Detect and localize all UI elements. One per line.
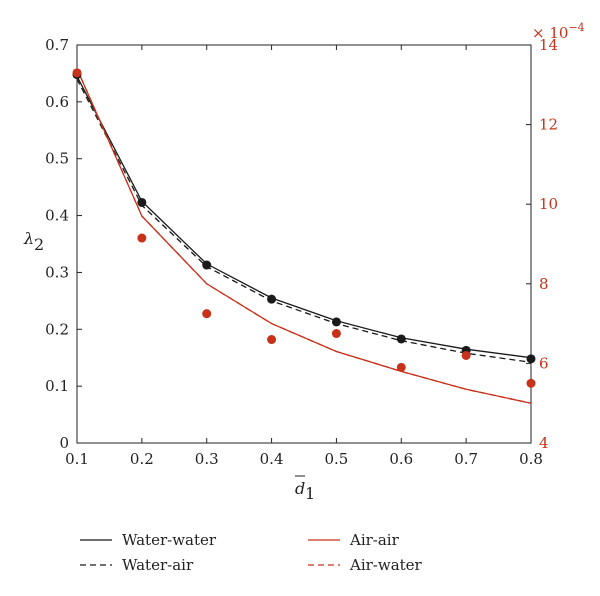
x-axis-label: d 1 bbox=[295, 475, 315, 503]
right-axis-ticks: 4 6 8 10 12 14 bbox=[526, 36, 558, 452]
left-tick-label: 0.6 bbox=[45, 93, 69, 111]
marker-point bbox=[202, 309, 212, 319]
marker-point bbox=[72, 68, 82, 78]
left-tick-label: 0.7 bbox=[45, 36, 69, 54]
x-axis-label-main: d bbox=[295, 479, 305, 498]
series-line-air-water bbox=[76, 68, 532, 404]
x-tick-label: 0.8 bbox=[519, 450, 543, 468]
x-tick-label: 0.4 bbox=[260, 450, 284, 468]
marker-point bbox=[396, 334, 406, 344]
legend-entry: Water-water bbox=[80, 531, 217, 549]
left-tick-label: 0.3 bbox=[45, 263, 69, 281]
right-tick-label: 8 bbox=[539, 275, 549, 293]
legend-entry: Air-air bbox=[308, 531, 400, 549]
series-line-water-water bbox=[76, 76, 532, 359]
legend-label: Air-water bbox=[349, 556, 423, 574]
x-tick-label: 0.7 bbox=[454, 450, 478, 468]
legend-entry: Water-air bbox=[80, 556, 194, 574]
left-tick-label: 0.1 bbox=[45, 377, 69, 395]
left-tick-label: 0.5 bbox=[45, 150, 69, 168]
marker-point bbox=[396, 362, 406, 372]
y-axis-label-sub: 2 bbox=[34, 235, 44, 254]
right-tick-label: 6 bbox=[539, 354, 549, 372]
y-axis-label-main: λ bbox=[23, 229, 34, 248]
left-axis-ticks: 0 0.1 0.2 0.3 0.4 0.5 0.6 0.7 bbox=[45, 36, 82, 452]
legend-label: Air-air bbox=[349, 531, 400, 549]
x-axis-ticks: 0.1 0.2 0.3 0.4 0.5 0.6 0.7 0.8 bbox=[65, 45, 543, 468]
x-tick-label: 0.6 bbox=[389, 450, 413, 468]
x-tick-label: 0.3 bbox=[195, 450, 219, 468]
marker-point bbox=[137, 233, 147, 243]
marker-point bbox=[526, 378, 536, 388]
right-tick-label: 12 bbox=[539, 116, 558, 134]
multiplier-base: × 10 bbox=[532, 24, 568, 42]
legend-label: Water-water bbox=[122, 531, 217, 549]
marker-point bbox=[202, 260, 212, 270]
left-tick-label: 0 bbox=[59, 434, 69, 452]
legend-entry: Air-water bbox=[308, 556, 423, 574]
marker-point bbox=[526, 354, 536, 364]
left-tick-label: 0.2 bbox=[45, 320, 69, 338]
x-tick-label: 0.5 bbox=[324, 450, 348, 468]
legend-label: Water-air bbox=[122, 556, 194, 574]
y-axis-label: λ 2 bbox=[23, 229, 44, 254]
marker-point bbox=[267, 294, 277, 304]
left-tick-label: 0.4 bbox=[45, 207, 69, 225]
legend: Water-water Water-air Air-air Air-water bbox=[80, 531, 423, 574]
marker-point bbox=[267, 335, 277, 345]
multiplier-exponent: −4 bbox=[568, 21, 584, 34]
x-tick-label: 0.1 bbox=[65, 450, 89, 468]
plot-area bbox=[76, 44, 532, 444]
plot-frame bbox=[76, 44, 532, 444]
marker-point bbox=[461, 350, 471, 360]
right-tick-label: 10 bbox=[539, 195, 558, 213]
x-axis-label-sub: 1 bbox=[305, 484, 315, 503]
right-tick-label: 4 bbox=[539, 434, 549, 452]
marker-point bbox=[137, 197, 147, 207]
x-tick-label: 0.2 bbox=[130, 450, 154, 468]
right-axis-multiplier: × 10−4 bbox=[532, 21, 585, 42]
series-line-water-air bbox=[76, 78, 532, 363]
series-markers bbox=[72, 68, 536, 388]
marker-point bbox=[331, 317, 341, 327]
right-tick-label: 14 bbox=[539, 36, 558, 54]
series-lines bbox=[76, 68, 532, 404]
marker-point bbox=[331, 329, 341, 339]
